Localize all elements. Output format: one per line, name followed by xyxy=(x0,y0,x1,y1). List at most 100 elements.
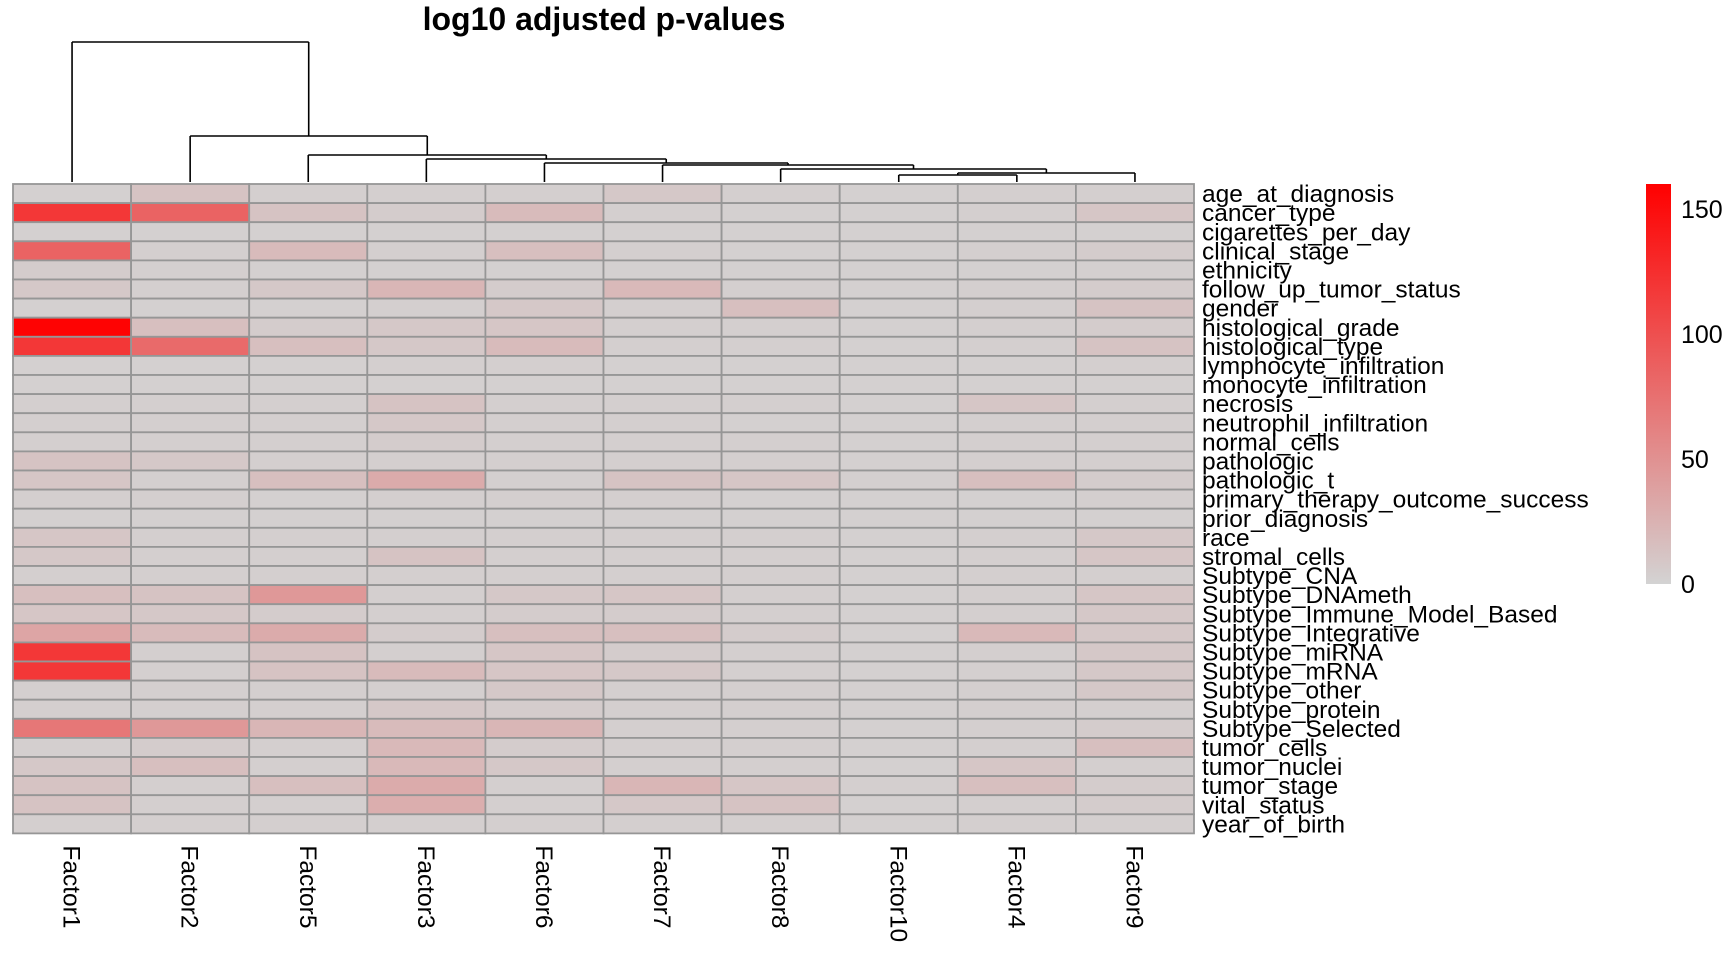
heatmap-cell xyxy=(720,641,841,663)
row-label: Subtype_Selected xyxy=(1202,716,1401,743)
heatmap-cell xyxy=(602,297,723,319)
heatmap-cell xyxy=(602,698,723,720)
row-label: cigarettes_per_day xyxy=(1202,219,1411,246)
heatmap-cell xyxy=(720,221,841,243)
row-label: monocyte_infiltration xyxy=(1202,372,1427,399)
heatmap-cell xyxy=(602,565,723,587)
heatmap-cell xyxy=(130,469,251,491)
heatmap-cell xyxy=(366,412,487,434)
heatmap-cell xyxy=(956,412,1077,434)
heatmap-cell xyxy=(956,717,1077,739)
heatmap-cell xyxy=(838,565,959,587)
legend-tick-label: 150 xyxy=(1681,196,1723,224)
row-label: year_of_birth xyxy=(1202,811,1345,838)
heatmap-cell xyxy=(484,240,605,262)
heatmap-cell xyxy=(130,526,251,548)
heatmap-cell xyxy=(248,431,369,453)
row-label: neutrophil_infiltration xyxy=(1202,410,1428,437)
heatmap-cell xyxy=(484,737,605,758)
heatmap-cell xyxy=(720,546,841,567)
heatmap-cell xyxy=(602,183,723,205)
heatmap-cell xyxy=(720,775,841,797)
heatmap-cell xyxy=(720,507,841,529)
heatmap-cell xyxy=(1075,603,1195,625)
heatmap-cell xyxy=(602,316,723,338)
heatmap-cell xyxy=(366,507,487,529)
heatmap-cell xyxy=(130,278,251,300)
heatmap-cell xyxy=(248,316,369,338)
heatmap-cell xyxy=(956,641,1077,663)
heatmap-cell xyxy=(838,297,959,319)
heatmap-cell xyxy=(366,202,487,224)
heatmap-cell xyxy=(838,393,959,415)
heatmap-cell xyxy=(12,469,132,491)
heatmap-cell xyxy=(484,698,605,720)
heatmap-cell xyxy=(366,526,487,548)
heatmap-cell xyxy=(366,431,487,453)
heatmap-cell xyxy=(720,278,841,300)
heatmap-cell xyxy=(366,698,487,720)
heatmap-cell xyxy=(366,488,487,510)
row-label: Subtype_protein xyxy=(1202,697,1380,724)
heatmap-cell xyxy=(1075,584,1195,606)
heatmap-cell xyxy=(1075,221,1195,243)
heatmap-cell xyxy=(366,679,487,701)
heatmap-cell xyxy=(366,660,487,682)
heatmap-cell xyxy=(602,431,723,453)
heatmap-cell xyxy=(1075,202,1195,224)
heatmap-cell xyxy=(838,813,959,835)
heatmap-cell xyxy=(484,603,605,625)
heatmap-cell xyxy=(366,775,487,797)
heatmap-cell xyxy=(12,183,132,205)
heatmap-cell xyxy=(1075,756,1195,778)
heatmap-cell xyxy=(838,546,959,567)
column-label: Factor2 xyxy=(176,845,203,928)
heatmap-cell xyxy=(602,488,723,510)
heatmap-cell xyxy=(248,622,369,644)
heatmap-cell xyxy=(956,737,1077,758)
heatmap-cell xyxy=(130,374,251,396)
heatmap-cell xyxy=(366,546,487,567)
heatmap-cell xyxy=(1075,660,1195,682)
row-labels: age_at_diagnosiscancer_typecigarettes_pe… xyxy=(1202,181,1589,838)
heatmap-cell xyxy=(838,278,959,300)
heatmap-cell xyxy=(838,335,959,357)
heatmap-cell xyxy=(484,584,605,606)
heatmap-cell xyxy=(1075,469,1195,491)
heatmap-cell xyxy=(956,297,1077,319)
heatmap-cell xyxy=(248,584,369,606)
heatmap-cell xyxy=(720,259,841,281)
heatmap-cell xyxy=(602,737,723,758)
heatmap-cell xyxy=(838,756,959,778)
heatmap-cell xyxy=(602,507,723,529)
heatmap-cell xyxy=(248,335,369,357)
heatmap-cell xyxy=(602,717,723,739)
heatmap-cell xyxy=(484,450,605,472)
row-label: primary_therapy_outcome_success xyxy=(1202,487,1589,514)
heatmap-cell xyxy=(838,374,959,396)
heatmap-cell xyxy=(838,431,959,453)
heatmap-cell xyxy=(248,469,369,491)
heatmap-cell xyxy=(956,679,1077,701)
row-label: necrosis xyxy=(1202,391,1293,418)
column-label: Factor8 xyxy=(766,845,793,928)
row-label: prior_diagnosis xyxy=(1202,506,1368,533)
heatmap-cell xyxy=(366,794,487,816)
heatmap-cell xyxy=(248,660,369,682)
row-label: histological_grade xyxy=(1202,315,1400,342)
heatmap-cell xyxy=(12,660,132,682)
column-label: Factor6 xyxy=(530,845,557,928)
heatmap-cell xyxy=(366,584,487,606)
heatmap-cell xyxy=(12,698,132,720)
heatmap-cell xyxy=(130,641,251,663)
heatmap-cell xyxy=(12,526,132,548)
heatmap-cell xyxy=(130,756,251,778)
heatmap-cell xyxy=(484,374,605,396)
heatmap-cell xyxy=(956,584,1077,606)
heatmap-cell xyxy=(602,374,723,396)
column-dendrogram xyxy=(71,41,1136,182)
heatmap-cell xyxy=(248,717,369,739)
heatmap-cell xyxy=(130,622,251,644)
heatmap-cell xyxy=(130,775,251,797)
heatmap-cell xyxy=(130,240,251,262)
